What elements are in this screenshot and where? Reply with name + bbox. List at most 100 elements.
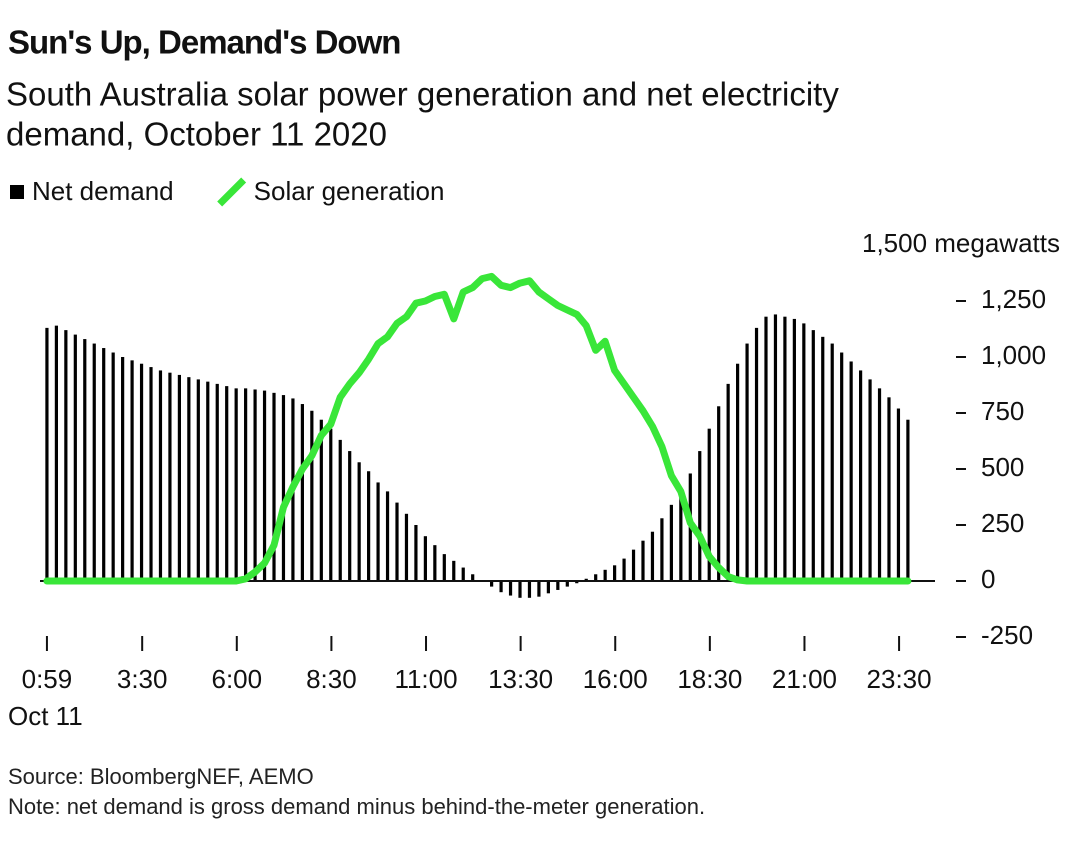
bar	[187, 377, 191, 581]
bar	[546, 581, 550, 594]
bar	[906, 419, 910, 581]
bar	[594, 574, 598, 581]
x-tick-label: 11:00	[394, 664, 457, 694]
source: Source: BloombergNEF, AEMO	[8, 764, 314, 789]
x-tick-label: 18:30	[677, 664, 742, 694]
bar	[669, 504, 673, 581]
bar	[613, 565, 617, 581]
bar	[149, 367, 153, 581]
bar	[102, 348, 106, 581]
bar	[461, 567, 465, 581]
bar	[556, 581, 560, 590]
bar	[641, 540, 645, 581]
y-tick-label: 250	[981, 508, 1024, 538]
bar	[139, 363, 144, 581]
bar	[736, 363, 740, 581]
bar	[329, 428, 333, 581]
bar	[660, 518, 664, 581]
bar	[423, 536, 427, 581]
bar	[603, 569, 607, 581]
bar	[518, 581, 522, 598]
bar	[262, 390, 267, 581]
bar	[54, 325, 58, 581]
bar	[357, 462, 361, 581]
legend-label: Solar generation	[254, 176, 445, 206]
bar	[811, 330, 815, 581]
legend-swatch	[10, 185, 24, 199]
bar	[168, 372, 172, 581]
bar	[650, 531, 655, 581]
chart-title: Sun's Up, Demand's Down	[8, 24, 400, 61]
bar	[272, 392, 276, 581]
bar	[499, 581, 503, 593]
x-tick-label: 6:00	[211, 664, 262, 694]
y-tick-label: 1,250	[981, 284, 1046, 314]
y-tick-label: 0	[981, 564, 995, 594]
bar	[376, 482, 380, 581]
bar	[792, 318, 796, 581]
y-tick-label: -250	[981, 620, 1033, 650]
bar	[537, 581, 541, 597]
bar	[490, 581, 494, 587]
x-tick-label: 23:30	[867, 664, 932, 694]
bar	[783, 316, 787, 581]
bar	[896, 408, 901, 581]
bar	[215, 383, 219, 581]
bar	[527, 581, 532, 598]
bar	[348, 451, 352, 581]
bar	[414, 525, 418, 581]
line	[43, 272, 912, 585]
x-tick-label: 0:59	[22, 664, 73, 694]
bar	[281, 395, 286, 581]
bar	[849, 361, 853, 581]
bar	[631, 549, 636, 581]
legend-swatch	[217, 177, 247, 207]
x-tick-label: 8:30	[306, 664, 357, 694]
bar	[130, 360, 134, 581]
bar	[177, 374, 181, 581]
bar	[92, 343, 96, 581]
bar	[338, 439, 342, 581]
bar	[565, 581, 569, 587]
bar	[745, 343, 749, 581]
legend-label: Net demand	[32, 176, 174, 206]
bar	[830, 343, 834, 581]
x-tick-label: 21:00	[772, 664, 837, 694]
bar	[679, 489, 683, 581]
bar	[859, 370, 863, 581]
bar	[395, 502, 399, 581]
bar	[73, 334, 77, 581]
bar	[64, 330, 68, 581]
chart-subtitle: demand, October 11 2020	[6, 116, 387, 153]
x-tick-label: 13:30	[488, 664, 553, 694]
bar	[310, 410, 314, 581]
bar	[404, 513, 409, 581]
bar	[234, 388, 238, 581]
bar	[385, 491, 390, 581]
y-tick-label: 500	[981, 452, 1024, 482]
bar	[83, 339, 87, 581]
bar	[471, 574, 475, 581]
bar	[253, 389, 257, 581]
bar	[433, 545, 437, 581]
bar	[887, 397, 891, 581]
y-tick-label: 750	[981, 396, 1024, 426]
chart-subtitle: South Australia solar power generation a…	[6, 76, 839, 113]
bar	[622, 558, 626, 581]
bar	[244, 388, 248, 581]
bar	[367, 471, 371, 581]
bar	[319, 419, 323, 581]
bar	[442, 554, 446, 581]
y-tick-label: 1,500 megawatts	[862, 228, 1060, 258]
bar	[707, 428, 711, 581]
bar	[802, 323, 806, 581]
bar	[764, 316, 768, 581]
bar	[877, 388, 882, 581]
bar	[868, 379, 872, 581]
bar	[840, 352, 844, 581]
bar	[717, 406, 721, 581]
bar	[508, 581, 513, 596]
bar	[575, 581, 579, 584]
bar	[300, 404, 304, 581]
